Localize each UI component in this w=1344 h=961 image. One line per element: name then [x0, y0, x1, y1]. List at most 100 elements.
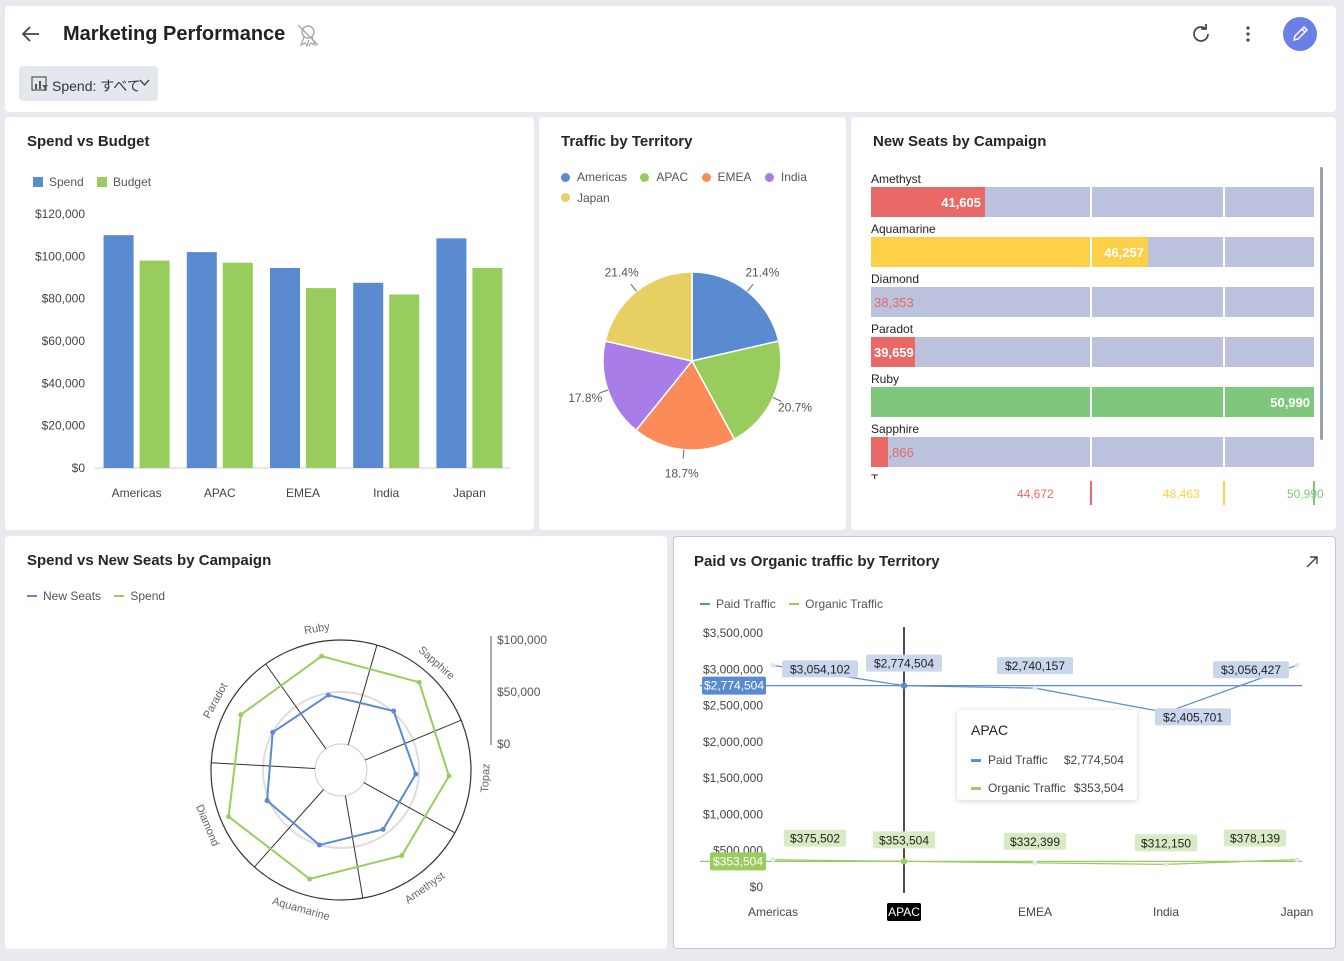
campaign-row[interactable]: Sapphire 38,866 — [871, 419, 1316, 469]
legend-dot — [640, 172, 650, 182]
legend-swatch-budget — [97, 177, 108, 187]
line-point — [900, 682, 908, 689]
data-label-pill — [997, 657, 1073, 675]
x-tick-label: APAC — [204, 486, 236, 500]
campaign-bar-list[interactable]: Amethyst 41,605 Aquamarine 46,257 Diamond 38,… — [871, 169, 1316, 479]
legend-line — [114, 595, 125, 597]
radar-point — [391, 708, 397, 714]
campaign-name: Amethyst — [871, 172, 922, 186]
y-tick-label: $20,000 — [42, 419, 86, 433]
radar-point — [319, 653, 325, 659]
pie-label: 17.8% — [568, 391, 602, 405]
tooltip-series: Paid Traffic — [988, 753, 1048, 767]
legend-label: Budget — [113, 175, 152, 189]
spend-filter-chip[interactable]: Spend: すべて — [19, 66, 158, 101]
line-point — [1294, 857, 1300, 863]
legend-label: EMEA — [717, 170, 752, 184]
scrollbar[interactable] — [1320, 167, 1323, 440]
x-tick-label: EMEA — [1018, 905, 1052, 919]
radar-point — [399, 853, 405, 859]
legend-swatch-spend — [33, 177, 43, 187]
bar-spend-emea — [270, 267, 300, 468]
data-label-pill — [1223, 829, 1287, 847]
chart-legend: Paid Traffic Organic Traffic — [700, 594, 893, 611]
legend-label: Paid Traffic — [716, 597, 776, 611]
data-label: $2,774,504 — [874, 657, 934, 671]
legend-line — [789, 603, 800, 605]
campaign-bar-track: 50,990 — [871, 387, 1314, 417]
spend-vs-budget-widget[interactable]: Spend vs Budget Spend Budget $0 $20,000 $4… — [5, 117, 534, 530]
spend-vs-new-seats-widget[interactable]: Spend vs New Seats by Campaign New Seats… — [5, 536, 667, 949]
back-arrow-icon[interactable] — [19, 22, 43, 46]
line-point — [770, 662, 776, 668]
data-label: $378,139 — [1230, 832, 1280, 846]
legend-label: APAC — [656, 170, 689, 184]
new-seats-by-campaign-widget[interactable]: New Seats by Campaign Amethyst 41,605 Aqua… — [851, 117, 1336, 530]
x-tick-label: Japan — [453, 486, 486, 500]
legend-dot — [701, 172, 711, 182]
widget-title: New Seats by Campaign — [873, 133, 1047, 150]
refresh-icon[interactable] — [1189, 22, 1213, 46]
certified-ribbon-icon[interactable] — [295, 22, 321, 48]
campaign-value: 46,257 — [1104, 245, 1144, 260]
more-options-icon[interactable] — [1241, 22, 1255, 46]
radar-axis-label: Aquamarine — [271, 895, 331, 923]
pie-label: 20.7% — [778, 401, 812, 415]
radar-point — [446, 773, 452, 779]
campaign-row[interactable]: Paradot 39,659 — [871, 319, 1316, 369]
radial-tick-label: $0 — [497, 737, 511, 751]
radar-point — [270, 729, 276, 735]
threshold-marker — [1313, 481, 1315, 505]
pie-chart: 21.4% 20.7% 18.7% 17.8% 21.4% — [568, 266, 812, 481]
tooltip-line — [971, 759, 981, 763]
threshold-divider — [1223, 287, 1225, 317]
paid-vs-organic-widget[interactable]: Paid vs Organic traffic by Territory Pai… — [673, 536, 1336, 949]
legend-dot — [561, 172, 570, 182]
campaign-row[interactable]: T — [871, 469, 1316, 479]
radar-series-spend — [227, 655, 451, 881]
campaign-row[interactable]: Aquamarine 46,257 — [871, 219, 1316, 269]
threshold-divider — [1090, 287, 1092, 317]
legend-label: Japan — [577, 190, 610, 205]
bar-budget-emea — [306, 288, 336, 468]
campaign-bar-fill — [871, 387, 1314, 417]
radar-chart: SapphireTopazAmethystAquamarineDiamondPa… — [193, 621, 547, 923]
threshold-divider — [1223, 187, 1225, 217]
bar-chart: $0 $20,000 $40,000 $60,000 $80,000 $100,000 $1… — [35, 207, 511, 500]
radial-tick-label: $50,000 — [497, 685, 541, 699]
data-label-pill — [783, 829, 847, 847]
threshold-divider — [1223, 387, 1225, 417]
chart-filter-icon — [31, 76, 48, 91]
radar-point — [380, 826, 386, 832]
widget-title: Spend vs Budget — [27, 133, 150, 150]
campaign-name: Aquamarine — [871, 222, 936, 236]
tooltip-line — [971, 787, 981, 791]
line-point — [770, 857, 776, 863]
threshold-divider — [1090, 237, 1092, 267]
campaign-row[interactable]: Amethyst 41,605 — [871, 169, 1316, 219]
radar-point — [413, 771, 419, 777]
edit-button[interactable] — [1283, 17, 1317, 51]
threshold-divider — [1090, 187, 1092, 217]
threshold-marker — [1090, 481, 1092, 505]
radar-point — [264, 798, 270, 804]
radar-point — [238, 712, 244, 718]
campaign-row[interactable]: Ruby 50,990 — [871, 369, 1316, 419]
bar-budget-india — [389, 294, 420, 468]
radar-spoke — [265, 663, 327, 750]
x-tick-label: Americas — [748, 905, 798, 919]
crosshair-value: $2,774,504 — [704, 679, 764, 693]
chart-legend: New Seats Spend — [27, 586, 175, 603]
tooltip-series: Organic Traffic — [988, 781, 1066, 795]
threshold-divider — [1223, 337, 1225, 367]
y-tick-label: $120,000 — [35, 207, 85, 221]
y-tick-label: $1,000,000 — [703, 807, 763, 821]
pie-label: 21.4% — [605, 266, 639, 280]
radar-inner-ring — [314, 743, 368, 797]
radar-spoke — [211, 762, 316, 770]
campaign-row[interactable]: Diamond 38,353 — [871, 269, 1316, 319]
traffic-by-territory-widget[interactable]: Traffic by Territory Americas APAC EMEA … — [539, 117, 846, 530]
expand-icon[interactable] — [1305, 555, 1319, 569]
line-chart: $0$500,000$1,000,000$1,500,000$2,000,000… — [700, 626, 1313, 921]
data-label-pill — [1003, 832, 1067, 850]
